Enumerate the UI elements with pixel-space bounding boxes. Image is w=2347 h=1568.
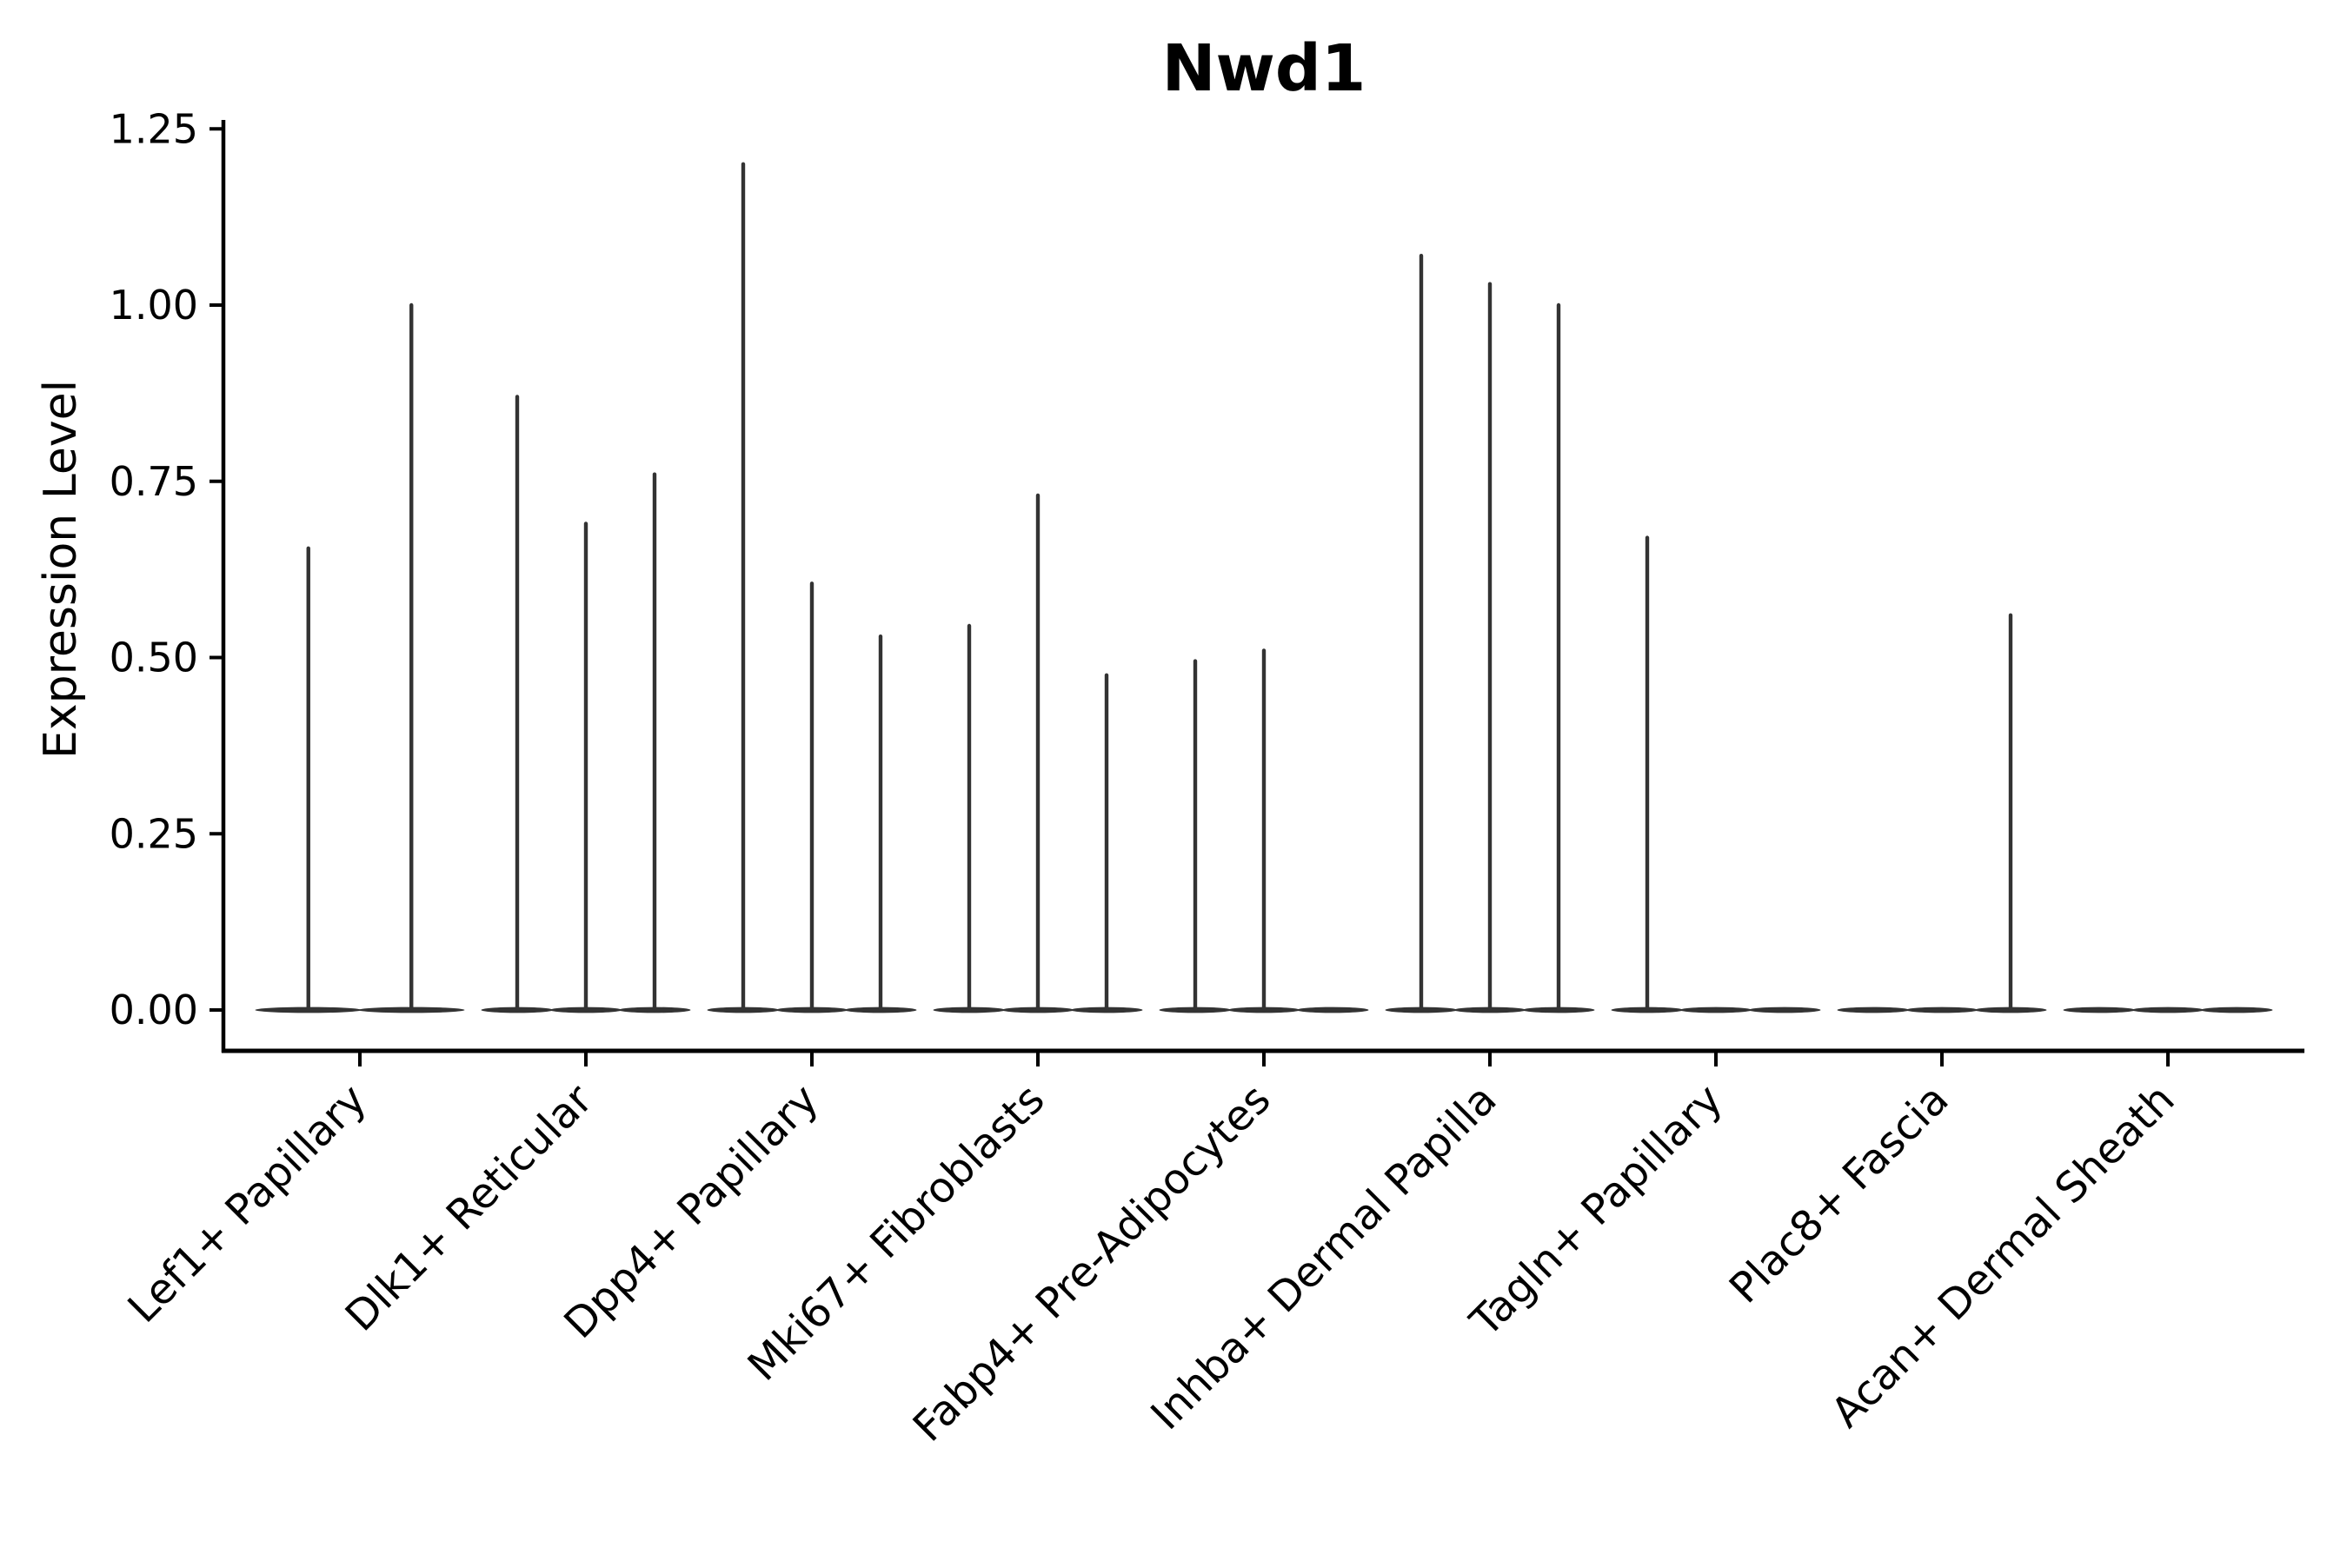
x-tick-label: Tagln+ Papillary [1460, 1075, 1732, 1346]
violin-base [1296, 1007, 1369, 1013]
x-tick-label: Lef1+ Papillary [119, 1075, 376, 1332]
y-tick-label: 1.00 [110, 282, 198, 329]
y-tick-label: 0.00 [110, 987, 198, 1033]
chart-title: Nwd1 [1161, 31, 1366, 106]
y-tick-label: 0.75 [110, 458, 198, 505]
violin-base [2063, 1007, 2136, 1013]
violin-base [2131, 1007, 2204, 1013]
y-tick-label: 1.25 [110, 105, 198, 152]
violin-base [2200, 1007, 2273, 1013]
y-axis-label: Expression Level [35, 379, 87, 760]
violin-base [1679, 1007, 1752, 1013]
y-tick-label: 0.50 [110, 635, 198, 681]
x-tick-label: Dlk1+ Reticular [336, 1075, 602, 1341]
y-tick-label: 0.25 [110, 810, 198, 857]
x-tick-label: Fabp4+ Pre-Adipocytes [904, 1075, 1280, 1452]
x-tick-label: Plac8+ Fascia [1720, 1075, 1958, 1313]
violin-base [1748, 1007, 1821, 1013]
violin-base [1905, 1007, 1978, 1013]
violin-base [1837, 1007, 1910, 1013]
